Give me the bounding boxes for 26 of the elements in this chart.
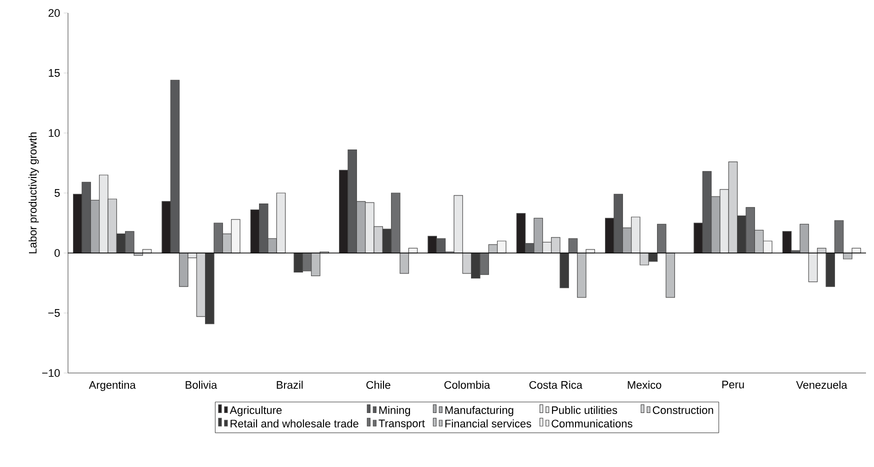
y-tick-label: 15 <box>48 69 60 77</box>
y-tick-label: 10 <box>48 129 60 137</box>
x-tick-label: Chile <box>366 380 390 389</box>
legend-label: Communications <box>552 419 632 428</box>
legend-label: Agriculture <box>230 406 282 416</box>
x-tick-label: Bolivia <box>186 380 218 389</box>
legend-label: Retail and wholesale trade <box>230 419 358 428</box>
legend-label: Public utilities <box>552 406 618 414</box>
y-tick-label: −5 <box>48 309 60 317</box>
y-tick-label: 5 <box>54 189 60 197</box>
x-tick-label: Argentina <box>88 380 136 391</box>
legend-label: Mining <box>379 406 410 416</box>
x-tick-label: Costa Rica <box>529 380 582 389</box>
x-tick-label: Venezuela <box>796 380 848 389</box>
y-tick-label: 0 <box>54 249 60 257</box>
x-tick-label: Brazil <box>276 380 303 389</box>
y-tick-label: −10 <box>42 369 60 377</box>
x-tick-label: Colombia <box>444 380 490 389</box>
x-tick-label: Mexico <box>628 380 662 389</box>
y-axis-title: Labor productivity growth <box>28 132 39 254</box>
legend-label: Manufacturing <box>445 406 514 416</box>
legend-label: Transport <box>378 420 425 430</box>
y-tick-label: 20 <box>48 9 60 17</box>
x-tick-label: Peru <box>722 380 744 388</box>
legend-label: Financial services <box>445 419 532 428</box>
legend-label: Construction <box>652 406 714 414</box>
